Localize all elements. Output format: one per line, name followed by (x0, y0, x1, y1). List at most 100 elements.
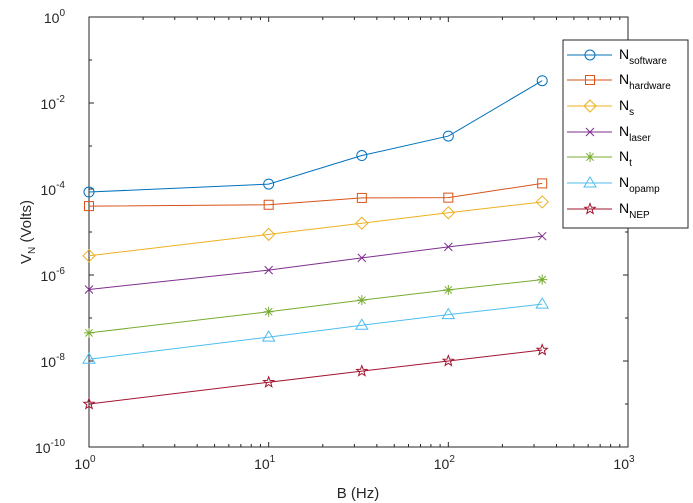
data-point-diamond (355, 216, 369, 230)
legend-label-main: N (619, 174, 629, 190)
data-point-star (441, 354, 455, 367)
series-line (88, 303, 543, 360)
legend-label-sub: NEP (629, 210, 650, 221)
data-point-diamond (82, 249, 96, 263)
series-line (88, 80, 543, 193)
legend-label-main: N (619, 200, 629, 216)
y-tick-exp: -4 (56, 180, 65, 191)
series-line (88, 349, 543, 405)
series-laser (84, 231, 547, 294)
data-point-circle (356, 150, 368, 162)
data-point-star (262, 375, 276, 388)
legend-label-sub: software (629, 56, 667, 67)
legend-label: Nt (619, 148, 632, 169)
data-point-asterisk (263, 306, 274, 317)
data-point-diamond (261, 227, 276, 242)
data-point-circle (584, 49, 596, 61)
series-t (84, 274, 548, 338)
legend-entry: Ns (567, 97, 634, 118)
y-tick-base: 10 (41, 354, 57, 370)
y-tick-base: 10 (44, 10, 60, 26)
legend-label-sub: t (629, 158, 632, 169)
data-point-triangle (82, 352, 96, 364)
data-point-circle (536, 75, 548, 87)
x-tick-exp: 2 (449, 454, 455, 465)
data-point-triangle (583, 176, 597, 188)
data-point-diamond (583, 99, 597, 113)
legend-label: Nsoftware (619, 46, 667, 67)
data-point-star (583, 202, 597, 215)
legend-entry: Nlaser (567, 123, 651, 144)
data-point-triangle (535, 297, 550, 309)
data-point-x (264, 265, 274, 275)
y-tick-exp: -2 (56, 94, 65, 105)
data-point-x (357, 253, 367, 263)
series-software (83, 75, 548, 198)
data-point-asterisk (537, 274, 548, 285)
data-point-square (537, 178, 548, 189)
data-point-square (84, 201, 94, 212)
y-tick-base: 10 (41, 182, 57, 198)
series-NEP (82, 343, 549, 410)
x-tick-label: 100 (74, 454, 96, 472)
data-point-square (263, 199, 274, 210)
data-point-x (585, 127, 595, 137)
series-line (88, 201, 543, 257)
x-tick-label: 101 (254, 454, 276, 472)
legend-entry: Nsoftware (567, 46, 667, 67)
y-tick-label: 10-8 (41, 352, 66, 370)
x-tick-base: 10 (434, 456, 450, 472)
data-point-circle (263, 178, 275, 190)
legend-entry: NNEP (567, 200, 650, 221)
y-tick-exp: 0 (59, 8, 65, 19)
y-tick-label: 10-2 (41, 94, 66, 112)
y-tick-label: 100 (44, 8, 66, 26)
data-point-asterisk (585, 152, 595, 162)
legend-label: Ns (619, 97, 634, 118)
y-axis-label-rest: (Volts) (18, 200, 35, 247)
data-point-star (535, 343, 549, 356)
legend-label-main: N (619, 123, 629, 139)
legend-label-sub: laser (629, 133, 651, 144)
y-tick-base: 10 (41, 268, 57, 284)
y-tick-label: 10-6 (41, 266, 66, 284)
data-point-triangle (354, 318, 369, 330)
x-tick-base: 10 (254, 456, 270, 472)
data-point-diamond (441, 206, 456, 220)
data-point-diamond (535, 195, 549, 209)
x-tick-base: 10 (74, 456, 90, 472)
y-axis-label: VN (Volts) (18, 200, 38, 264)
x-tick-exp: 3 (629, 454, 635, 465)
legend-entry: Nhardware (567, 71, 671, 92)
legend-label: Nlaser (619, 123, 651, 144)
data-point-triangle (441, 307, 456, 320)
legend-entry: Nt (567, 148, 632, 169)
y-axis-label-sub: N (27, 247, 38, 254)
y-tick-label: 10-4 (41, 180, 66, 198)
x-tick-base: 10 (613, 456, 629, 472)
y-tick-base: 10 (35, 440, 51, 456)
x-tick-label: 103 (613, 454, 635, 472)
data-point-square (443, 192, 454, 203)
legend-box (562, 39, 689, 229)
data-point-asterisk (84, 327, 94, 338)
y-tick-label: 10-10 (35, 438, 65, 456)
data-point-star (355, 364, 369, 377)
x-tick-exp: 1 (270, 454, 276, 465)
legend-label-sub: opamp (629, 184, 660, 195)
y-tick-base: 10 (41, 96, 57, 112)
data-point-star (82, 397, 96, 410)
data-point-asterisk (443, 284, 454, 295)
data-point-x (443, 242, 453, 252)
y-tick-exp: -10 (51, 438, 66, 449)
data-point-x (537, 231, 547, 241)
y-tick-exp: -6 (56, 266, 65, 277)
series-opamp (82, 297, 550, 364)
legend-entry: Nopamp (567, 174, 660, 195)
y-tick-exp: -8 (56, 352, 65, 363)
data-point-circle (442, 130, 454, 142)
series-hardware (84, 178, 548, 212)
